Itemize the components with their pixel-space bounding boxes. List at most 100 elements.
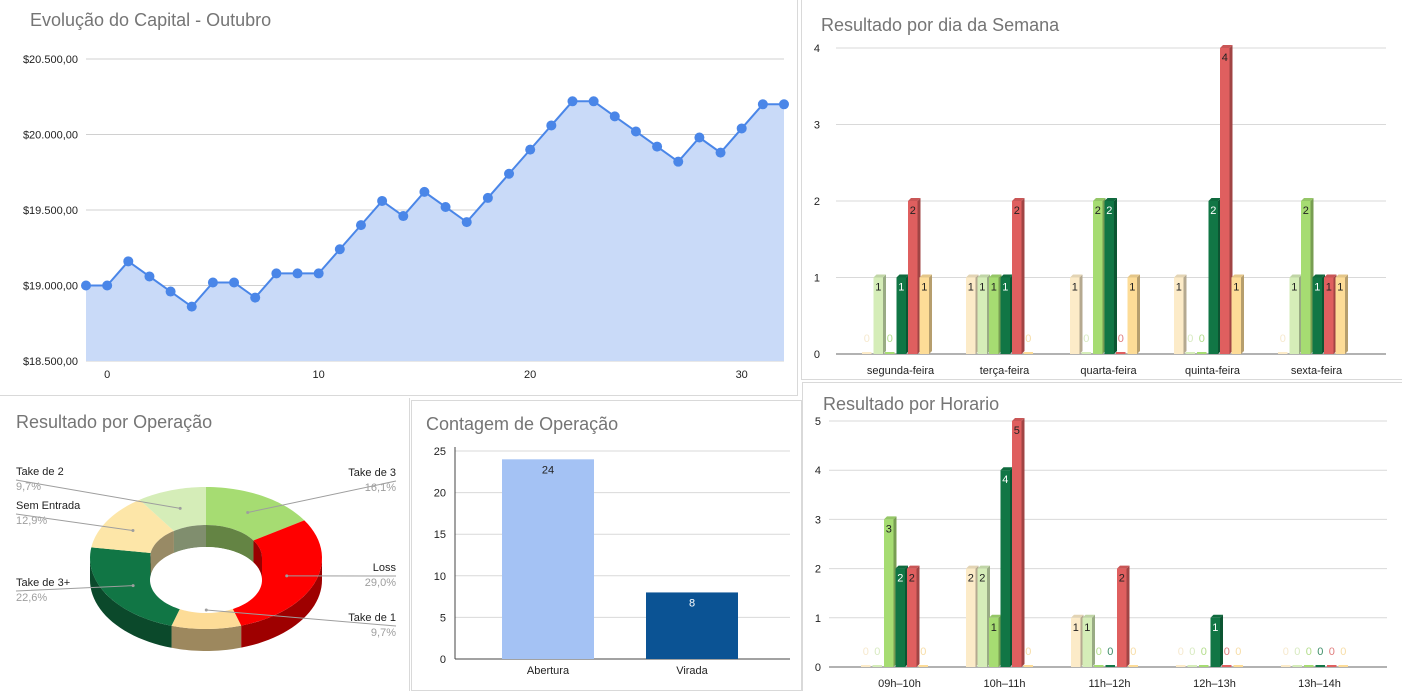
operation-leader-dot — [205, 608, 208, 611]
count-bar — [502, 459, 594, 659]
capital-y-tick-label: $20.500,00 — [23, 54, 78, 66]
weekday-data-label: 1 — [991, 282, 997, 294]
hour-data-label: 0 — [1340, 646, 1346, 658]
weekday-bar — [1082, 352, 1092, 354]
hour-data-label: 0 — [920, 646, 926, 658]
hour-data-label: 1 — [1212, 622, 1218, 634]
hour-data-label: 2 — [968, 573, 974, 585]
hour-data-label: 2 — [979, 573, 985, 585]
weekday-y-tick-label: 3 — [814, 120, 820, 132]
weekday-bar-side — [883, 275, 886, 355]
hour-bar — [1304, 665, 1314, 667]
hour-bar — [1012, 421, 1022, 667]
hour-data-label: 3 — [886, 523, 892, 535]
hour-data-label: 2 — [1119, 573, 1125, 585]
weekday-bar — [1116, 352, 1126, 354]
hour-bar — [1176, 665, 1186, 667]
weekday-x-tick-label: terça-feira — [980, 365, 1030, 377]
weekday-data-label: 1 — [1002, 282, 1008, 294]
hour-data-label: 0 — [1189, 646, 1195, 658]
capital-data-point — [441, 202, 451, 212]
capital-data-point — [483, 193, 493, 203]
operation-leader-dot — [285, 574, 288, 577]
operation-percent-take-1: 9,7% — [371, 627, 396, 639]
count-x-tick-label: Abertura — [527, 665, 570, 677]
weekday-data-label: 1 — [921, 282, 927, 294]
operation-label-take-2: Take de 2 — [16, 466, 64, 478]
hour-bar — [1199, 665, 1209, 667]
weekday-data-label: 1 — [1129, 282, 1135, 294]
capital-data-point — [187, 302, 197, 312]
hour-bar — [1129, 665, 1139, 667]
weekday-data-label: 0 — [1280, 333, 1286, 345]
hour-x-tick-label: 10h–11h — [983, 678, 1025, 690]
operation-leader-dot — [246, 511, 249, 514]
hour-bar — [873, 665, 883, 667]
hour-bar — [1281, 665, 1291, 667]
operation-label-take-1: Take de 1 — [348, 612, 396, 624]
weekday-bar — [1105, 201, 1115, 354]
weekday-data-label: 4 — [1222, 52, 1228, 64]
capital-y-tick-label: $19.000,00 — [23, 281, 78, 293]
hour-data-label: 4 — [1002, 474, 1008, 486]
count-y-tick-label: 5 — [440, 612, 446, 624]
operation-percent-take-3-plus: 22,6% — [16, 592, 47, 604]
weekday-data-label: 1 — [1291, 282, 1297, 294]
hour-x-tick-label: 09h–10h — [878, 678, 921, 690]
hour-bar — [884, 519, 894, 667]
weekday-y-tick-label: 0 — [814, 349, 820, 361]
count-data-label: 8 — [689, 597, 695, 609]
capital-chart-svg: $18.500,00$19.000,00$19.500,00$20.000,00… — [0, 0, 798, 396]
weekday-bar — [1209, 201, 1219, 354]
weekday-data-label: 0 — [1025, 333, 1031, 345]
operation-label-loss: Loss — [373, 562, 397, 574]
weekday-data-label: 1 — [875, 282, 881, 294]
hour-data-label: 0 — [1178, 646, 1184, 658]
weekday-data-label: 2 — [1210, 205, 1216, 217]
capital-y-tick-label: $18.500,00 — [23, 356, 78, 368]
operation-slice-wall — [172, 626, 242, 651]
weekday-bar — [1186, 352, 1196, 354]
capital-data-point — [314, 268, 324, 278]
capital-y-tick-label: $19.500,00 — [23, 205, 78, 217]
hour-bar — [1188, 665, 1198, 667]
weekday-data-label: 1 — [1233, 282, 1239, 294]
weekday-bar-side — [1184, 275, 1187, 355]
weekday-bar — [885, 352, 895, 354]
hour-bar-side — [1127, 566, 1130, 667]
hour-x-tick-label: 11h–12h — [1088, 678, 1130, 690]
hour-data-label: 5 — [1014, 425, 1020, 437]
weekday-y-tick-label: 1 — [814, 273, 820, 285]
capital-data-point — [335, 244, 345, 254]
hour-bar — [1234, 665, 1244, 667]
operation-percent-take-3: 16,1% — [365, 482, 396, 494]
capital-data-point — [123, 256, 133, 266]
hour-data-label: 1 — [1084, 622, 1090, 634]
count-data-label: 24 — [542, 464, 554, 476]
weekday-bar — [1278, 352, 1288, 354]
capital-data-point — [567, 96, 577, 106]
capital-data-point — [631, 126, 641, 136]
operation-percent-loss: 29,0% — [365, 577, 396, 589]
capital-data-point — [652, 142, 662, 152]
hour-data-label: 0 — [1025, 646, 1031, 658]
capital-data-point — [356, 220, 366, 230]
weekday-data-label: 1 — [1326, 282, 1332, 294]
weekday-bar-side — [1241, 275, 1244, 355]
capital-data-point — [250, 293, 260, 303]
weekday-bar — [862, 352, 872, 354]
hour-data-label: 0 — [863, 646, 869, 658]
weekday-data-label: 0 — [887, 333, 893, 345]
weekday-data-label: 0 — [1083, 333, 1089, 345]
capital-data-point — [462, 217, 472, 227]
operation-donut-hole — [150, 547, 262, 613]
capital-data-point — [694, 133, 704, 143]
weekday-bar-side — [1080, 275, 1083, 355]
weekday-x-tick-label: sexta-feira — [1291, 365, 1343, 377]
weekday-bar — [1220, 48, 1230, 354]
